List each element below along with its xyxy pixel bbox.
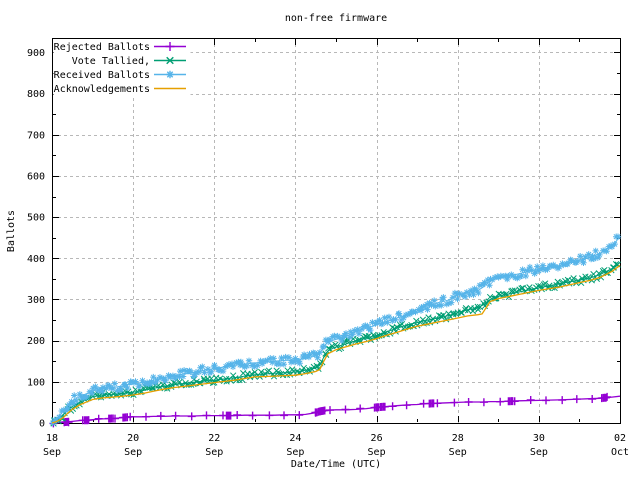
- grid-layer: [52, 38, 620, 423]
- x-tick-label-day: 18: [46, 433, 58, 444]
- legend-marker-plus: [165, 42, 175, 51]
- x-tick-label-day: 24: [289, 433, 301, 444]
- x-tick-label-day: 28: [452, 433, 464, 444]
- y-tick-label: 200: [27, 336, 45, 347]
- legend-label: Received Ballots: [54, 70, 150, 81]
- legend-item-rejected-ballots: Rejected Ballots: [54, 42, 186, 53]
- y-axis-label: Ballots: [6, 210, 17, 252]
- series-markers-vote-tallied: [50, 261, 621, 427]
- series-line-rejected-ballots: [52, 395, 621, 424]
- plot-border: [52, 38, 621, 424]
- x-tick-label-day: 02: [614, 433, 626, 444]
- x-tick-label-day: 22: [208, 433, 220, 444]
- series-received-ballots: [49, 233, 622, 427]
- series-vote-tallied: [50, 261, 621, 427]
- legend-marker-star: [166, 70, 174, 79]
- x-tick-label-day: 20: [127, 433, 139, 444]
- legend-label: Rejected Ballots: [54, 42, 150, 53]
- legend-item-vote-tallied: Vote Tallied,: [72, 56, 186, 67]
- x-tick-label-month: Sep: [368, 447, 386, 458]
- series-rejected-ballots: [49, 392, 621, 428]
- y-tick-label: 300: [27, 295, 45, 306]
- x-tick-label-month: Sep: [449, 447, 467, 458]
- y-tick-label: 800: [27, 89, 45, 100]
- x-tick-label-month: Sep: [286, 447, 304, 458]
- y-tick-label: 400: [27, 254, 45, 265]
- chart-title: non-free firmware: [285, 13, 387, 24]
- legend-item-received-ballots: Received Ballots: [54, 70, 186, 81]
- x-tick-label-month: Sep: [530, 447, 548, 458]
- legend: Rejected Ballots Vote Tallied, Received Ba…: [53, 39, 191, 97]
- y-tick-label: 600: [27, 171, 45, 182]
- x-tick-label-month: Sep: [43, 447, 61, 458]
- axes-layer: 0 100 200 300 400 500 600 700 800 900 18 Sep 20 Sep 22…: [27, 38, 629, 458]
- legend-label: Acknowledgements: [54, 84, 150, 95]
- legend-label: Vote Tallied,: [72, 56, 150, 67]
- x-tick-label-month: Sep: [124, 447, 142, 458]
- series-line-acknowledgements: [51, 264, 621, 424]
- x-axis-label: Date/Time (UTC): [291, 459, 381, 470]
- series-acknowledgements: [51, 264, 621, 424]
- series-layer: [49, 233, 622, 428]
- y-tick-label: 900: [27, 48, 45, 59]
- y-tick-label: 700: [27, 130, 45, 141]
- legend-item-acknowledgements: Acknowledgements: [54, 84, 186, 95]
- legend-background: [53, 39, 191, 97]
- x-tick-label-day: 26: [371, 433, 383, 444]
- x-tick-label-month: Oct: [611, 447, 629, 458]
- y-tick-label: 100: [27, 377, 45, 388]
- y-tick-label: 0: [39, 419, 45, 430]
- y-tick-label: 500: [27, 213, 45, 224]
- legend-marker-cross: [166, 56, 174, 65]
- x-tick-label-day: 30: [533, 433, 545, 444]
- x-tick-label-month: Sep: [205, 447, 223, 458]
